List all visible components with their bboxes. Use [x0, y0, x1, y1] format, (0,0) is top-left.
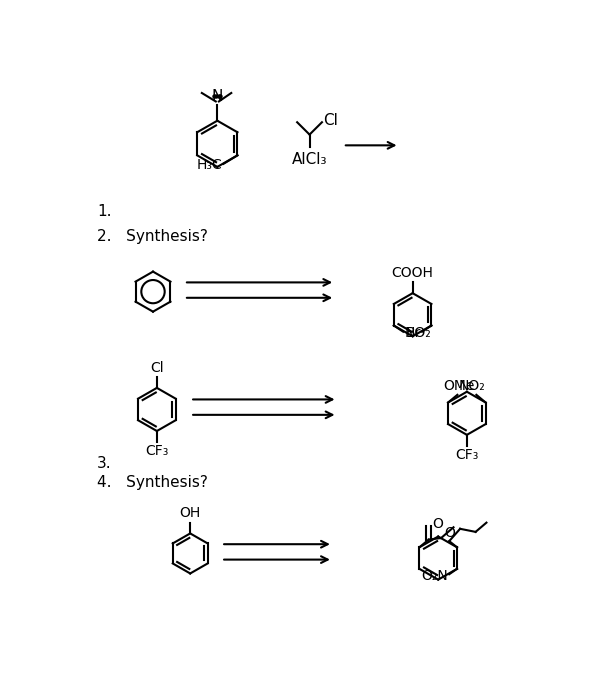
Text: 2.   Synthesis?: 2. Synthesis?: [97, 229, 208, 244]
Text: NO₂: NO₂: [459, 379, 486, 393]
Text: 4.   Synthesis?: 4. Synthesis?: [97, 475, 208, 490]
Text: OMe: OMe: [443, 379, 475, 393]
Text: H₃C: H₃C: [196, 158, 222, 173]
Text: O: O: [432, 517, 443, 531]
Text: 3.: 3.: [97, 456, 112, 471]
Text: COOH: COOH: [391, 266, 434, 280]
Text: OH: OH: [179, 506, 201, 521]
Text: N: N: [211, 89, 223, 103]
Text: CF₃: CF₃: [145, 444, 169, 458]
Text: CF₃: CF₃: [455, 448, 478, 462]
Text: NO₂: NO₂: [405, 326, 431, 340]
Text: Cl: Cl: [324, 113, 338, 128]
Text: O₂N: O₂N: [421, 569, 448, 583]
Text: 1.: 1.: [97, 204, 112, 219]
Text: Br: Br: [405, 326, 420, 340]
Text: AlCl₃: AlCl₃: [292, 151, 327, 166]
Text: Cl: Cl: [150, 361, 164, 375]
Text: O: O: [444, 526, 455, 540]
